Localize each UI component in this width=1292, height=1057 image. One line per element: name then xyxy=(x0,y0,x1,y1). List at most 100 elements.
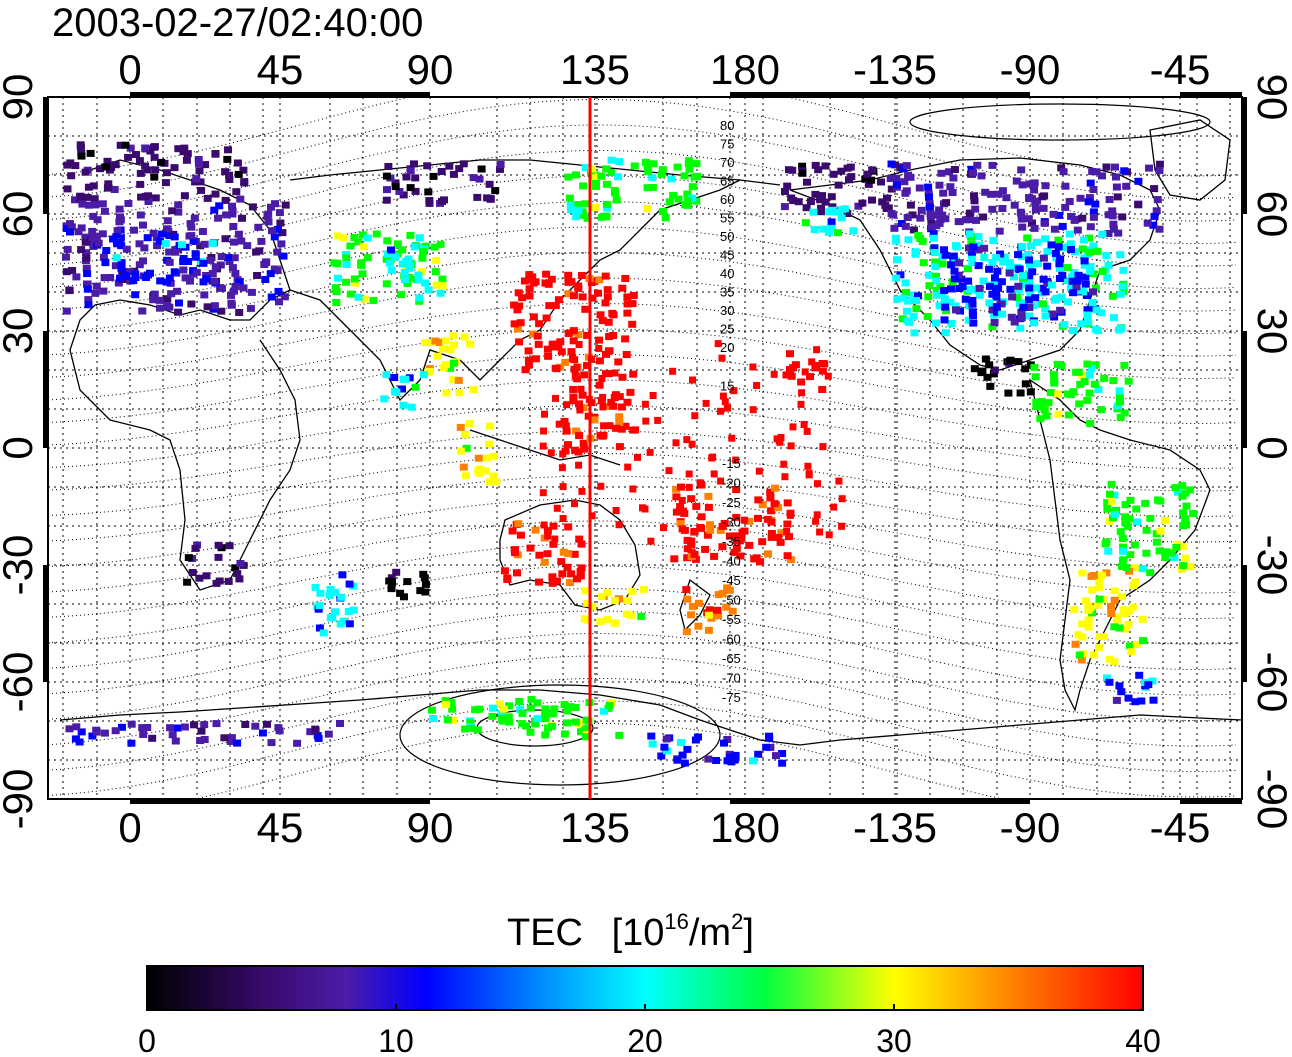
tec-tile xyxy=(968,300,977,308)
contour-line-3 xyxy=(48,149,1237,244)
contour-line-6 xyxy=(48,226,1237,312)
tec-tile xyxy=(223,155,232,163)
tec-tile xyxy=(1054,410,1063,418)
tec-tile xyxy=(180,144,189,152)
tec-tile xyxy=(924,293,933,301)
tec-tile xyxy=(531,526,540,534)
tec-tile xyxy=(210,277,219,285)
tec-tile xyxy=(462,472,470,480)
tec-tile xyxy=(238,214,246,222)
tec-tile xyxy=(1080,261,1089,269)
tec-tile xyxy=(1013,294,1022,302)
tec-tile xyxy=(1178,543,1187,550)
tec-tile xyxy=(909,312,918,320)
tec-tile xyxy=(1108,498,1116,505)
tec-tile xyxy=(1041,235,1050,243)
tec-tile xyxy=(1039,204,1048,212)
tec-tile xyxy=(401,276,409,284)
tec-tile xyxy=(1069,388,1078,396)
tec-tile xyxy=(406,184,415,192)
tec-tile xyxy=(581,200,590,208)
tec-tile xyxy=(1121,513,1130,521)
tec-tile xyxy=(829,170,838,178)
tec-tile xyxy=(648,174,657,182)
tec-tile xyxy=(565,194,574,202)
tec-tile xyxy=(535,551,544,559)
tec-tile xyxy=(1110,587,1119,595)
tec-tile xyxy=(455,389,464,397)
tec-tile xyxy=(1142,526,1151,534)
tec-tile xyxy=(200,721,209,729)
tec-tile xyxy=(1021,380,1030,388)
tec-tile xyxy=(1050,371,1058,379)
tec-tile xyxy=(766,743,775,751)
tec-tile xyxy=(764,550,772,558)
tec-tile xyxy=(858,199,867,207)
tec-tile xyxy=(1110,658,1119,666)
tec-tile xyxy=(109,235,118,243)
tec-tile xyxy=(892,181,901,189)
tec-tile xyxy=(403,279,412,287)
tec-tile xyxy=(153,242,162,250)
colorbar-tick-label: 10 xyxy=(378,1023,414,1057)
tec-tile xyxy=(657,170,666,178)
tec-tile xyxy=(358,270,367,278)
tec-tile xyxy=(575,461,583,469)
tec-tile xyxy=(576,572,585,580)
tec-tile xyxy=(968,259,977,267)
tec-tile xyxy=(466,340,475,348)
tec-tile xyxy=(582,716,591,724)
tec-tile xyxy=(1089,288,1097,296)
tec-tile xyxy=(797,378,806,386)
tec-tile xyxy=(234,230,243,238)
tec-tile xyxy=(990,366,999,374)
tec-tile xyxy=(683,545,692,553)
tec-tile xyxy=(881,201,890,209)
tec-tile xyxy=(564,330,573,337)
tec-tile xyxy=(569,337,578,345)
tec-tile xyxy=(549,540,558,548)
tec-tile xyxy=(151,166,160,174)
tec-tile xyxy=(194,156,203,163)
tec-tile xyxy=(497,710,506,717)
tec-tile xyxy=(578,272,586,279)
lon-tick-bottom: -90 xyxy=(1000,804,1061,851)
tec-tile xyxy=(311,727,320,734)
tec-tile xyxy=(1025,304,1034,311)
tec-tile xyxy=(84,296,93,304)
tec-tile xyxy=(184,258,193,265)
contour-label-north: 80 xyxy=(720,118,734,133)
tec-tile xyxy=(706,521,714,529)
lat-tick-right: -60 xyxy=(1249,652,1292,713)
tec-tile xyxy=(331,588,339,596)
tec-tile xyxy=(447,699,456,707)
tec-tile xyxy=(1016,324,1025,332)
tec-tile xyxy=(965,230,974,238)
tec-tile xyxy=(181,274,190,282)
tec-tile xyxy=(827,193,836,201)
tec-tile xyxy=(767,518,776,526)
tec-tile xyxy=(533,699,542,707)
tec-tile xyxy=(186,277,194,285)
tec-tile xyxy=(1178,492,1187,500)
tec-tile xyxy=(893,295,902,303)
tec-tile xyxy=(552,577,561,585)
tec-tile xyxy=(84,301,93,309)
tec-tile xyxy=(111,161,120,169)
tec-tile xyxy=(264,218,273,226)
tec-tile xyxy=(211,263,220,271)
tec-tile xyxy=(115,239,124,246)
tec-tile xyxy=(539,489,547,497)
tec-tile xyxy=(336,620,345,628)
tec-tile xyxy=(513,306,522,314)
tec-tile xyxy=(1078,214,1087,222)
tec-tile xyxy=(571,718,580,726)
tec-tile xyxy=(460,333,469,341)
tec-tile xyxy=(1073,226,1082,234)
tec-tile xyxy=(925,193,933,201)
tec-tile xyxy=(767,507,776,515)
tec-tile xyxy=(965,286,974,293)
tec-tile xyxy=(100,729,109,737)
tec-tile xyxy=(71,735,80,743)
